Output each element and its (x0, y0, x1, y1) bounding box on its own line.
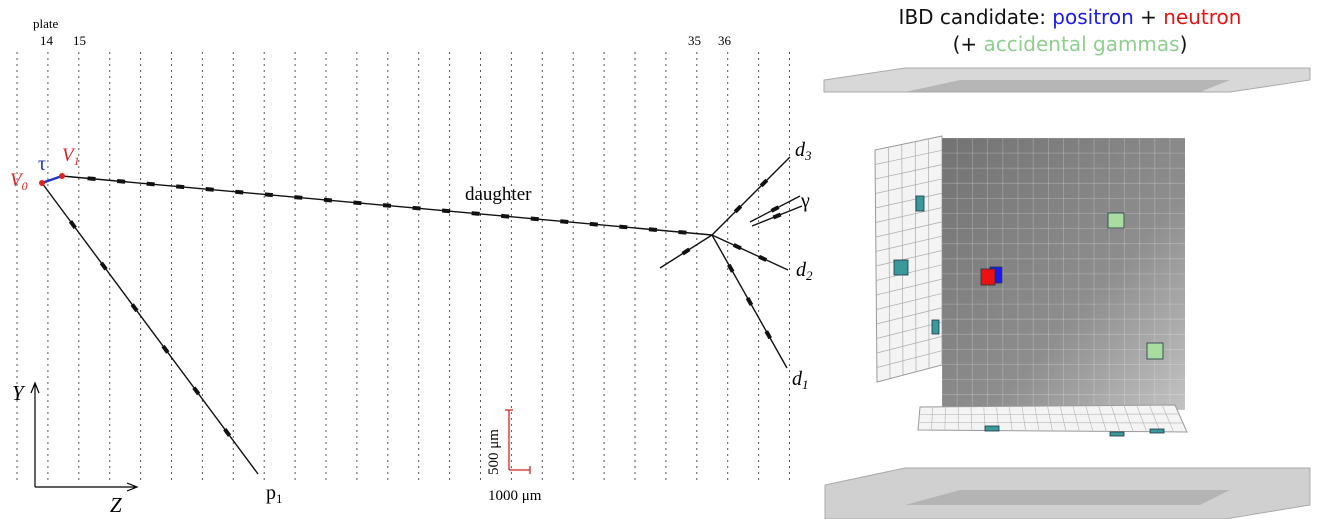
hit (932, 320, 939, 334)
track-segment (471, 211, 479, 216)
vertex-v0 (39, 180, 45, 186)
track-segment (590, 222, 598, 227)
track-segment (206, 187, 214, 192)
scale-bars (505, 410, 530, 474)
right-title: IBD candidate: positron + neutron (+ acc… (899, 5, 1242, 56)
plate-lines (17, 52, 790, 480)
track-segment (353, 200, 361, 205)
d1-label: d1 (792, 368, 809, 392)
track-segment (412, 206, 420, 211)
plate-number: 15 (73, 33, 86, 48)
vertex-v0: V0 (10, 170, 28, 193)
tracks (39, 157, 802, 474)
track-segment (176, 184, 184, 189)
d3-sub: 3 (804, 148, 812, 163)
vertex-v1: V1 (62, 145, 80, 168)
vertex-v1 (59, 173, 65, 179)
daughter-label: daughter (465, 184, 532, 205)
track-segment (265, 192, 273, 197)
track-segment (560, 219, 568, 224)
track-segment (235, 190, 243, 195)
figure: plate 14 15 35 36 V0 τ V1 daughter d3 γ … (0, 0, 1327, 519)
gammas: accidental gammas (984, 32, 1180, 56)
axes-arrows (31, 383, 137, 491)
bottom-plate-shade (905, 490, 1230, 505)
z-axis-label: Z (110, 493, 122, 517)
top-plate-shade (905, 80, 1230, 92)
positron: positron (1052, 5, 1133, 29)
neutron-cube (981, 269, 995, 285)
track-segment (324, 198, 332, 203)
p1-label: p1 (266, 482, 283, 506)
track-segment (442, 209, 450, 214)
p1-sub: 1 (276, 491, 283, 506)
track-segment (649, 227, 657, 232)
v1-sub: 1 (74, 154, 80, 168)
plate-label: plate (33, 16, 58, 31)
plus: + (1134, 5, 1163, 29)
track-segment (733, 243, 742, 250)
plate-number: 36 (718, 33, 732, 48)
d3-label: d3 (795, 139, 812, 163)
title-line2: (+ accidental gammas) (953, 32, 1188, 56)
track-segment (146, 182, 154, 187)
hit (1150, 429, 1164, 433)
track-segment (746, 297, 753, 306)
d2-track (712, 235, 788, 270)
plate-number: 35 (688, 33, 701, 48)
track-segment (773, 213, 782, 220)
tau: τ (38, 153, 46, 175)
v0-sub: 0 (22, 179, 28, 193)
paren-close: ) (1180, 32, 1188, 56)
paren-open: (+ (953, 32, 984, 56)
y-axis-label: Y (12, 381, 26, 405)
neutron: neutron (1163, 5, 1241, 29)
d2-sub: 2 (806, 268, 813, 283)
hit (894, 260, 908, 275)
gamma-cube (1108, 213, 1124, 228)
p1: p (266, 482, 276, 504)
track-segment (87, 176, 95, 181)
title-line1: IBD candidate: positron + neutron (899, 5, 1242, 29)
track-segment (619, 225, 627, 230)
track-segment (765, 330, 772, 339)
d3-track (712, 157, 790, 235)
y-arrow (31, 383, 39, 487)
track-segment (383, 203, 391, 208)
track-segment (531, 217, 539, 222)
plate-number: 14 (40, 33, 54, 48)
gamma-cube (1147, 343, 1163, 359)
track-segment (117, 179, 125, 184)
tau-track (42, 176, 62, 183)
d2-label: d2 (796, 259, 813, 283)
hit (916, 196, 924, 211)
track-segment (501, 214, 509, 219)
track-segment (294, 195, 302, 200)
track-segment (678, 230, 686, 235)
z-arrow (35, 483, 137, 491)
horizontal-scale-label: 1000 μm (488, 488, 542, 504)
vertical-scale-label: 500 μm (486, 429, 502, 475)
hit (985, 426, 999, 431)
d1-sub: 1 (802, 377, 809, 392)
title-prefix: IBD candidate: (899, 5, 1053, 29)
track-segment (771, 205, 780, 212)
track-segment (758, 255, 767, 262)
hit (1110, 432, 1124, 436)
detector (824, 68, 1310, 519)
gamma-label: γ (800, 190, 810, 212)
left-labels: plate 14 15 35 36 V0 τ V1 daughter d3 γ … (10, 16, 813, 517)
